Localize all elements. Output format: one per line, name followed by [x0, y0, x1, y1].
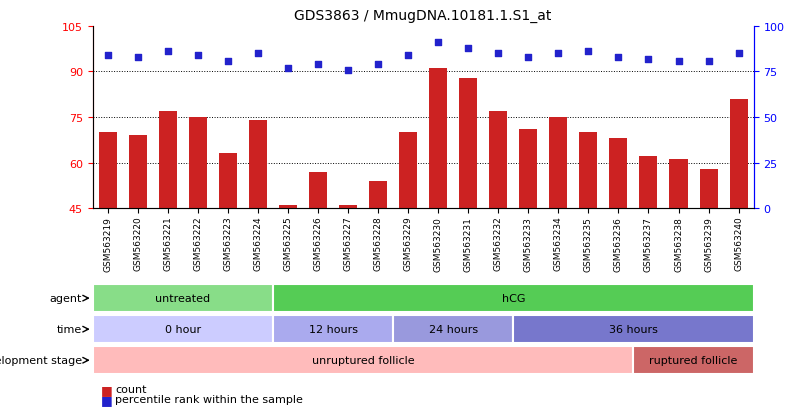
FancyBboxPatch shape: [273, 316, 393, 343]
Bar: [219, 154, 237, 209]
Bar: [129, 136, 147, 209]
Bar: [309, 172, 327, 209]
Text: agent: agent: [50, 293, 82, 304]
FancyBboxPatch shape: [634, 347, 754, 374]
Text: time: time: [57, 324, 82, 335]
Bar: [700, 169, 717, 209]
Point: [161, 49, 174, 56]
Point: [612, 55, 625, 61]
Bar: [249, 121, 267, 209]
Point: [732, 51, 745, 57]
Point: [521, 55, 534, 61]
Bar: [580, 133, 597, 209]
Point: [582, 49, 595, 56]
FancyBboxPatch shape: [93, 347, 634, 374]
Point: [222, 58, 235, 65]
FancyBboxPatch shape: [93, 285, 273, 312]
Text: percentile rank within the sample: percentile rank within the sample: [115, 394, 303, 404]
Text: 12 hours: 12 hours: [309, 324, 358, 335]
Text: ruptured follicle: ruptured follicle: [650, 355, 737, 366]
Bar: [670, 160, 688, 209]
FancyBboxPatch shape: [513, 316, 754, 343]
Point: [251, 51, 264, 57]
Text: 0 hour: 0 hour: [164, 324, 201, 335]
Bar: [339, 206, 357, 209]
FancyBboxPatch shape: [93, 316, 273, 343]
Text: development stage: development stage: [0, 355, 82, 366]
Bar: [399, 133, 418, 209]
Point: [401, 52, 414, 59]
Bar: [519, 130, 538, 209]
Bar: [189, 118, 207, 209]
Text: count: count: [115, 385, 147, 394]
FancyBboxPatch shape: [393, 316, 513, 343]
Point: [102, 52, 114, 59]
Point: [492, 51, 505, 57]
Bar: [98, 133, 117, 209]
Point: [372, 62, 384, 68]
Point: [191, 52, 204, 59]
Title: GDS3863 / MmugDNA.10181.1.S1_at: GDS3863 / MmugDNA.10181.1.S1_at: [294, 9, 552, 23]
Bar: [459, 78, 477, 209]
Point: [432, 40, 445, 47]
Text: ■: ■: [101, 393, 113, 406]
Text: 36 hours: 36 hours: [609, 324, 658, 335]
Point: [281, 65, 294, 72]
Point: [672, 58, 685, 65]
FancyBboxPatch shape: [273, 285, 754, 312]
Text: untreated: untreated: [156, 293, 210, 304]
Text: ■: ■: [101, 383, 113, 396]
Point: [131, 55, 144, 61]
Point: [552, 51, 565, 57]
Bar: [489, 112, 507, 209]
Bar: [609, 139, 627, 209]
Text: unruptured follicle: unruptured follicle: [312, 355, 414, 366]
Text: 24 hours: 24 hours: [429, 324, 478, 335]
Bar: [639, 157, 658, 209]
Bar: [159, 112, 177, 209]
Point: [462, 45, 475, 52]
Bar: [729, 100, 748, 209]
Bar: [369, 181, 387, 209]
Point: [342, 67, 355, 74]
Bar: [550, 118, 567, 209]
Point: [312, 62, 325, 68]
Text: hCG: hCG: [501, 293, 525, 304]
Point: [642, 56, 655, 63]
Bar: [279, 206, 297, 209]
Bar: [429, 69, 447, 209]
Point: [702, 58, 715, 65]
